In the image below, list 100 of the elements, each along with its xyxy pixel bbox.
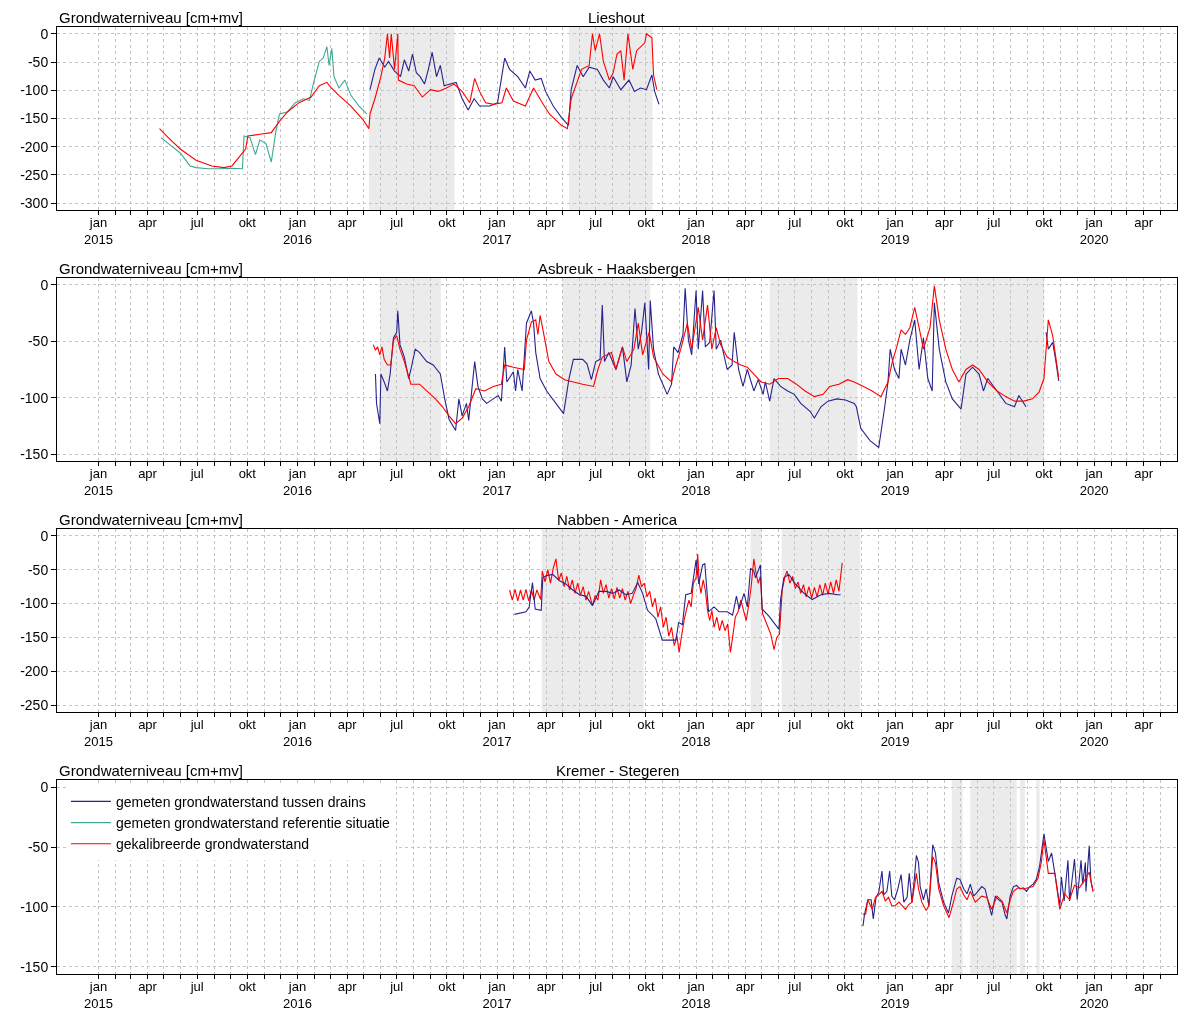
x-tick-label: jul: [588, 716, 603, 732]
x-tick-label: jan 2015: [83, 978, 113, 1011]
y-tick-label: -150: [20, 958, 49, 975]
x-tick-label: apr: [735, 716, 756, 732]
legend-label: gemeten grondwaterstand referentie situatie: [115, 815, 391, 832]
x-tick-label: jan 2016: [283, 214, 312, 247]
legend-label: gekalibreerde grondwaterstand: [115, 836, 309, 853]
x-tick-label: apr: [735, 465, 756, 481]
line-series: [158, 33, 658, 169]
x-tick-label: jan 2015: [83, 214, 113, 247]
x-tick-label: okt: [1035, 214, 1054, 230]
chart-title: Lieshout: [588, 9, 646, 26]
x-tick-label: jul: [986, 214, 1001, 230]
x-tick-label: jan 2017: [482, 716, 512, 749]
x-tick-label: okt: [438, 214, 456, 230]
x-tick-label: apr: [1134, 214, 1154, 230]
x-tick-label: jan 2018: [681, 978, 711, 1011]
x-tick-label: jan 2017: [482, 214, 512, 247]
x-tick-label: okt: [836, 978, 854, 994]
y-tick-label: -50: [27, 838, 49, 855]
x-tick-label: jul: [986, 978, 1001, 994]
x-tick-label: apr: [934, 465, 955, 481]
x-tick-label: jul: [787, 465, 802, 481]
x-tick-label: jan 2018: [681, 214, 711, 247]
y-tick-label: 0: [40, 25, 49, 42]
x-tick-label: okt: [1035, 978, 1054, 994]
x-tick-label: jul: [787, 716, 802, 732]
x-tick-label: apr: [337, 716, 358, 732]
x-tick-label: jul: [986, 716, 1001, 732]
x-tick-label: jan 2019: [880, 214, 910, 247]
x-tick-label: jul: [189, 978, 204, 994]
x-tick-label: apr: [1134, 716, 1154, 732]
x-tick-label: okt: [438, 465, 456, 481]
chart-title: Nabben - America: [557, 511, 678, 528]
x-tick-label: okt: [238, 465, 257, 481]
x-tick-label: jul: [588, 978, 603, 994]
x-tick-label: apr: [934, 214, 955, 230]
y-tick-label: -250: [20, 697, 49, 714]
x-tick-label: jan 2015: [83, 465, 113, 498]
x-tick-label: apr: [1134, 978, 1154, 994]
x-tick-label: okt: [1035, 716, 1054, 732]
y-axis-title: Grondwaterniveau [cm+mv]: [59, 9, 243, 26]
x-tick-label: jul: [787, 214, 802, 230]
x-tick-label: okt: [637, 214, 655, 230]
y-tick-label: -150: [20, 110, 49, 127]
x-tick-label: apr: [536, 716, 557, 732]
x-tick-label: jan 2020: [1079, 214, 1109, 247]
x-tick-label: okt: [836, 716, 854, 732]
chart-title: Asbreuk - Haaksbergen: [538, 260, 696, 277]
x-tick-label: apr: [536, 465, 557, 481]
x-tick-label: okt: [637, 716, 655, 732]
x-tick-label: okt: [238, 716, 257, 732]
x-tick-label: jan 2019: [880, 465, 910, 498]
x-tick-label: jan 2020: [1079, 465, 1109, 498]
x-tick-label: jan 2016: [283, 978, 312, 1011]
x-tick-label: jan 2015: [83, 716, 113, 749]
x-tick-label: okt: [836, 214, 854, 230]
y-tick-label: -100: [20, 82, 49, 99]
x-tick-label: apr: [138, 465, 158, 481]
y-tick-label: 0: [40, 527, 49, 544]
x-tick-label: apr: [735, 978, 756, 994]
x-tick-label: jul: [189, 465, 204, 481]
line-series: [372, 285, 1060, 425]
y-tick-label: 0: [40, 779, 49, 796]
x-tick-label: apr: [934, 978, 955, 994]
x-tick-label: okt: [238, 978, 257, 994]
y-tick-label: 0: [40, 276, 49, 293]
x-tick-label: apr: [1134, 465, 1154, 481]
y-tick-label: -50: [27, 53, 49, 70]
y-tick-label: -150: [20, 629, 49, 646]
x-tick-label: okt: [438, 978, 456, 994]
x-tick-label: jul: [588, 214, 603, 230]
y-axis-title: Grondwaterniveau [cm+mv]: [59, 260, 243, 277]
x-tick-label: jul: [588, 465, 603, 481]
y-tick-label: -200: [20, 663, 49, 680]
x-tick-label: jan 2019: [880, 978, 910, 1011]
line-series: [160, 46, 368, 170]
x-tick-label: jul: [389, 465, 404, 481]
y-tick-label: -100: [20, 595, 49, 612]
x-tick-label: apr: [934, 716, 955, 732]
x-tick-label: okt: [637, 978, 655, 994]
y-tick-label: -200: [20, 138, 49, 155]
x-tick-label: apr: [337, 465, 358, 481]
x-tick-label: okt: [836, 465, 854, 481]
x-tick-label: jul: [986, 465, 1001, 481]
line-series: [509, 553, 843, 653]
x-tick-label: okt: [238, 214, 257, 230]
x-tick-label: jul: [787, 978, 802, 994]
x-tick-label: okt: [438, 716, 456, 732]
line-series: [369, 51, 660, 126]
y-tick-label: -100: [20, 898, 49, 915]
y-tick-label: -250: [20, 166, 49, 183]
y-tick-label: -150: [20, 446, 49, 463]
x-tick-label: apr: [536, 214, 557, 230]
y-axis-title: Grondwaterniveau [cm+mv]: [59, 511, 243, 528]
x-tick-label: jul: [389, 214, 404, 230]
x-tick-label: apr: [138, 214, 158, 230]
y-tick-label: -100: [20, 389, 49, 406]
x-tick-label: jul: [189, 716, 204, 732]
x-tick-label: jan 2020: [1079, 716, 1109, 749]
